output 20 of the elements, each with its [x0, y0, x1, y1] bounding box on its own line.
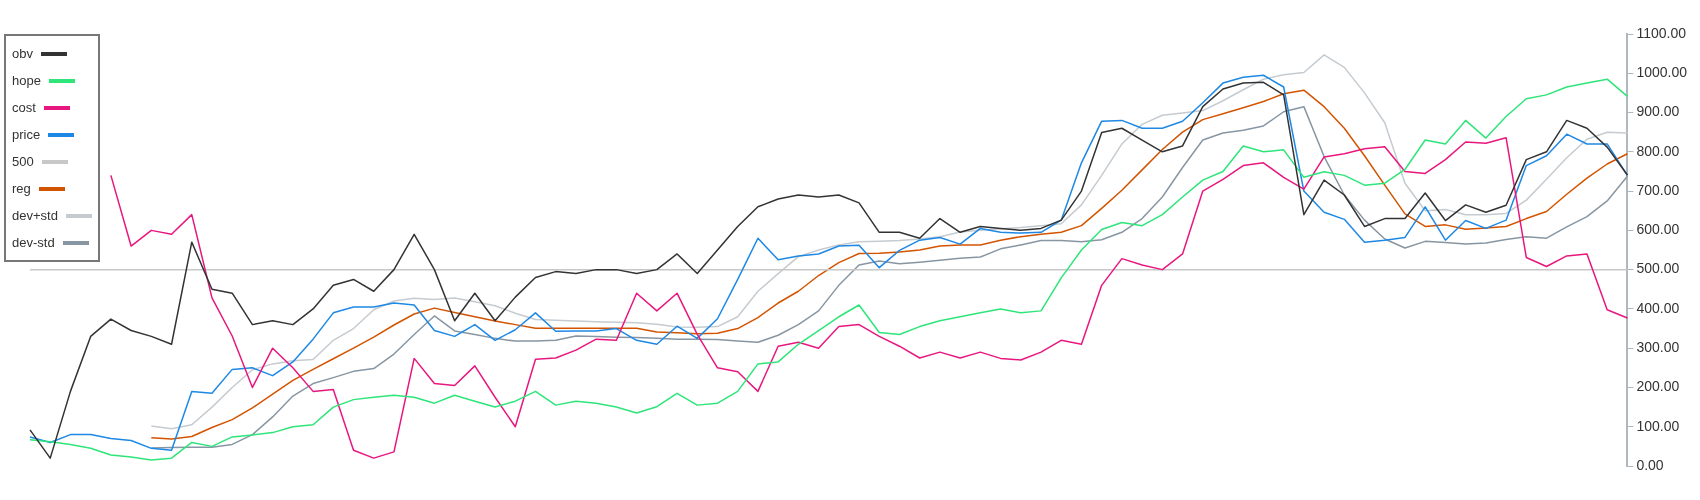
y-tick-label: 400.00 [1636, 299, 1680, 316]
legend-label: obv [12, 46, 33, 61]
legend-label: cost [12, 100, 36, 115]
y-tick-label: 500.00 [1636, 260, 1680, 277]
legend-label: reg [12, 181, 31, 196]
legend-label: dev-std [12, 235, 55, 250]
y-tick-label: 700.00 [1636, 181, 1680, 198]
legend-label: hope [12, 73, 41, 88]
legend-label: dev+std [12, 208, 58, 223]
y-tick-label: 1000.00 [1636, 64, 1688, 81]
legend-label: 500 [12, 154, 34, 169]
y-tick-label: 100.00 [1636, 417, 1680, 434]
y-tick-label: 1100.00 [1636, 24, 1687, 41]
y-tick-label: 200.00 [1636, 378, 1680, 395]
y-tick-label: 900.00 [1636, 103, 1680, 120]
y-tick-label: 0.00 [1636, 456, 1664, 473]
y-tick-label: 600.00 [1636, 221, 1680, 238]
y-tick-label: 300.00 [1636, 339, 1680, 356]
legend-label: price [12, 127, 41, 142]
y-tick-label: 800.00 [1636, 142, 1680, 159]
